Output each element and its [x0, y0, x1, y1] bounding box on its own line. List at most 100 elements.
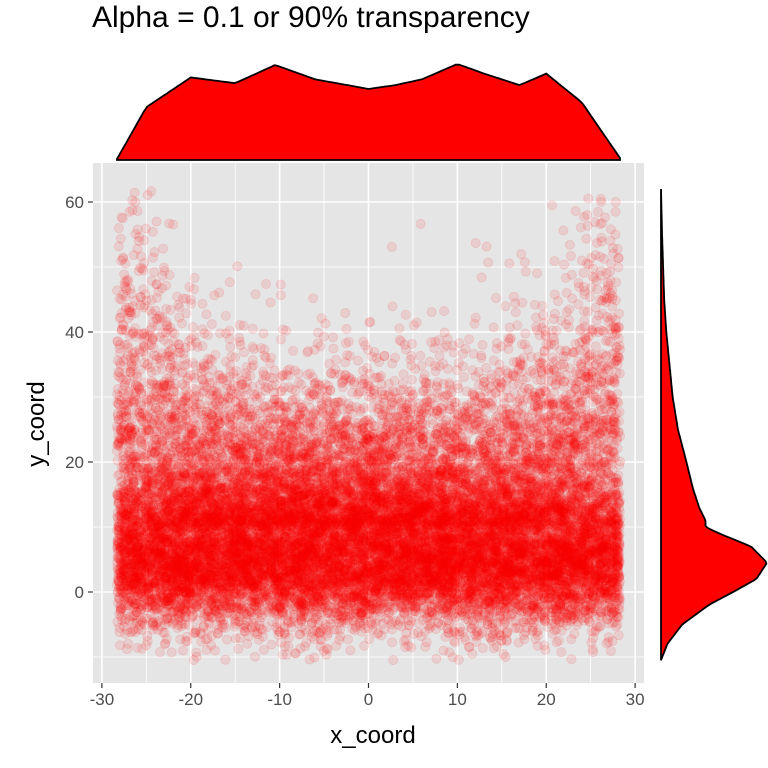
scatter-point — [406, 517, 417, 528]
scatter-point — [389, 375, 400, 386]
scatter-point — [370, 488, 381, 499]
scatter-point — [201, 309, 212, 320]
scatter-point — [275, 483, 286, 494]
scatter-point — [555, 562, 566, 573]
scatter-point — [478, 576, 489, 587]
scatter-point — [391, 491, 402, 502]
scatter-point — [518, 433, 529, 444]
scatter-point — [504, 501, 515, 512]
scatter-point — [344, 606, 355, 617]
scatter-point — [136, 506, 147, 517]
scatter-point — [431, 653, 442, 664]
scatter-point — [209, 506, 221, 517]
scatter-point — [351, 513, 362, 524]
scatter-point — [504, 566, 515, 577]
scatter-point — [224, 277, 235, 288]
scatter-point — [184, 389, 195, 400]
scatter-point — [359, 585, 370, 596]
scatter-point — [169, 516, 180, 527]
scatter-point — [409, 484, 420, 495]
scatter-point — [113, 223, 124, 234]
scatter-point — [561, 416, 572, 427]
scatter-point — [555, 600, 566, 612]
scatter-point — [262, 580, 273, 591]
scatter-point — [538, 577, 550, 588]
scatter-point — [600, 604, 611, 615]
scatter-point — [556, 647, 567, 658]
scatter-point — [345, 645, 356, 656]
scatter-point — [161, 496, 172, 507]
chart-title: Alpha = 0.1 or 90% transparency — [92, 1, 530, 34]
scatter-point — [481, 535, 492, 546]
scatter-point — [325, 445, 336, 456]
scatter-point — [168, 496, 180, 507]
scatter-point — [332, 578, 343, 589]
scatter-point — [411, 554, 422, 565]
scatter-point — [372, 494, 383, 505]
scatter-point — [580, 543, 591, 555]
scatter-point — [225, 581, 236, 592]
scatter-point — [386, 241, 397, 252]
scatter-point — [607, 394, 618, 405]
scatter-point — [142, 331, 153, 342]
scatter-point — [234, 559, 245, 570]
scatter-point — [406, 612, 417, 623]
scatter-point — [369, 542, 380, 553]
scatter-point — [487, 605, 498, 616]
scatter-point — [532, 268, 543, 279]
scatter-point — [358, 536, 369, 547]
scatter-point — [142, 498, 153, 509]
scatter-point — [127, 413, 138, 424]
scatter-point — [273, 572, 284, 583]
scatter-point — [113, 414, 125, 425]
scatter-point — [426, 307, 437, 318]
scatter-point — [402, 591, 413, 602]
scatter-point — [530, 449, 541, 460]
scatter-point — [380, 560, 392, 571]
scatter-point — [421, 524, 432, 535]
scatter-point — [144, 362, 155, 373]
scatter-point — [254, 492, 265, 503]
scatter-point — [241, 609, 252, 620]
scatter-point — [406, 561, 417, 572]
scatter-point — [187, 582, 198, 593]
scatter-point — [239, 454, 250, 466]
scatter-point — [229, 558, 240, 569]
scatter-point — [177, 645, 189, 656]
scatter-point — [490, 462, 501, 473]
scatter-point — [264, 441, 275, 452]
scatter-point — [385, 466, 396, 477]
scatter-point — [583, 435, 594, 447]
scatter-point — [578, 267, 589, 278]
scatter-point — [518, 499, 529, 510]
scatter-point — [126, 524, 137, 536]
scatter-point — [345, 534, 356, 545]
scatter-point — [364, 596, 375, 607]
scatter-point — [190, 516, 201, 527]
scatter-point — [389, 574, 400, 585]
scatter-point — [396, 599, 407, 610]
scatter-point — [404, 578, 415, 589]
scatter-point — [272, 577, 283, 588]
scatter-point — [477, 550, 488, 561]
scatter-point — [407, 596, 418, 607]
scatter-point — [188, 322, 199, 333]
scatter-point — [174, 493, 185, 505]
scatter-point — [246, 540, 257, 552]
scatter-point — [252, 594, 264, 605]
scatter-point — [225, 342, 236, 353]
scatter-point — [587, 515, 598, 526]
scatter-point — [612, 342, 623, 353]
scatter-point — [249, 651, 261, 662]
scatter-point — [453, 559, 464, 570]
scatter-points — [111, 186, 626, 666]
scatter-point — [396, 569, 407, 580]
scatter-point — [477, 626, 488, 637]
scatter-point — [606, 490, 617, 501]
scatter-point — [255, 521, 266, 532]
scatter-point — [439, 512, 450, 523]
scatter-point — [387, 301, 398, 312]
scatter-point — [566, 378, 577, 389]
scatter-point — [488, 606, 500, 617]
